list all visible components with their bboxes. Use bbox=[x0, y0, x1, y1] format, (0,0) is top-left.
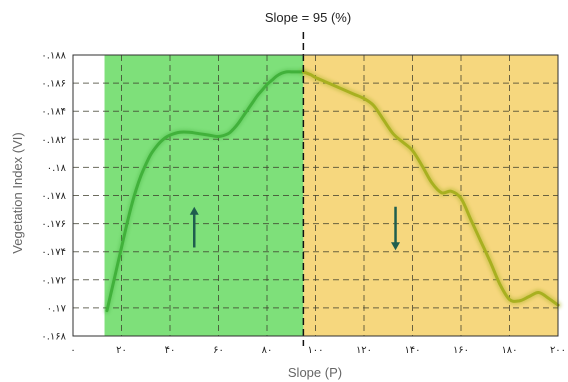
plot-frame bbox=[72, 54, 559, 337]
y-tick-labels: ۰.۱۶۸ ۰.۱۷ ۰.۱۷۲ ۰.۱۷۴ ۰.۱۷۶ ۰.۱۷۸ ۰.۱۸ ۰.۱۸۲ ۰.… bbox=[41, 51, 66, 343]
x-tick-label: ۰ bbox=[70, 345, 75, 356]
x-tick-labels: ۰ ۲۰ ۴۰ ۶۰ ۸۰ ۱۰۰ ۱۲۰ ۱۴۰ ۱۶۰ ۱۸۰ ۲۰۰ bbox=[70, 345, 566, 356]
regions bbox=[104, 55, 558, 336]
series-line-decreasing bbox=[301, 70, 560, 307]
y-tick-label: ۰.۱۷۶ bbox=[41, 219, 66, 230]
arrow-head bbox=[391, 242, 401, 251]
x-tick-label: ۶۰ bbox=[213, 345, 224, 356]
plot-border bbox=[72, 54, 559, 337]
y-tick-label: ۰.۱۶۸ bbox=[41, 332, 66, 343]
y-tick-label: ۰.۱۸۲ bbox=[41, 135, 66, 146]
down-arrow-icon bbox=[391, 206, 401, 251]
chart-title: Slope = 95 (%) bbox=[265, 10, 351, 25]
arrows bbox=[189, 206, 401, 251]
y-tick-label: ۰.۱۷۴ bbox=[41, 247, 66, 258]
x-tick-label: ۱۰۰ bbox=[307, 345, 323, 356]
y-tick-label: ۰.۱۸۴ bbox=[41, 107, 66, 118]
shaded-region-2 bbox=[303, 55, 558, 336]
x-tick-label: ۴۰ bbox=[165, 345, 176, 356]
x-tick-label: ۲۰ bbox=[116, 345, 127, 356]
x-tick-label: ۱۴۰ bbox=[404, 345, 420, 356]
x-tick-label: ۱۶۰ bbox=[453, 345, 469, 356]
y-tick-label: ۰.۱۷۲ bbox=[41, 275, 66, 286]
y-tick-label: ۰.۱۸ bbox=[47, 163, 67, 174]
grid bbox=[73, 55, 558, 336]
y-tick-label: ۰.۱۸۶ bbox=[41, 79, 66, 90]
x-tick-label: ۲۰۰ bbox=[550, 345, 566, 356]
series bbox=[103, 68, 562, 314]
x-tick-label: ۸۰ bbox=[262, 345, 273, 356]
up-arrow-icon bbox=[189, 206, 199, 248]
y-tick-label: ۰.۱۸۸ bbox=[41, 51, 66, 62]
x-axis-title: Slope (P) bbox=[288, 365, 342, 380]
x-tick-label: ۱۸۰ bbox=[501, 345, 517, 356]
arrow-head bbox=[189, 206, 199, 215]
y-tick-label: ۰.۱۷ bbox=[47, 303, 67, 314]
y-axis-title: Vegetation Index (VI) bbox=[10, 132, 25, 253]
x-tick-label: ۱۲۰ bbox=[356, 345, 372, 356]
series-line-increasing bbox=[105, 70, 305, 313]
y-tick-label: ۰.۱۷۸ bbox=[41, 191, 66, 202]
